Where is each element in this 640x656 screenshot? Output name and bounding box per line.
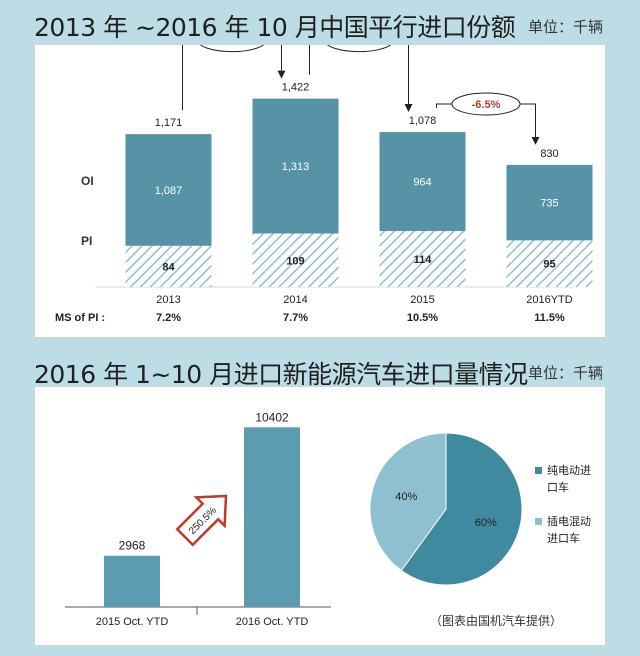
- oi-axis-label: OI: [81, 174, 94, 188]
- change-label: +21.4%: [213, 45, 251, 48]
- pi-value-label: 109: [286, 255, 304, 267]
- change-label: -6.5%: [472, 99, 501, 111]
- nev-value-label: 10402: [255, 410, 289, 424]
- section2-unit: 单位：千辆: [528, 364, 604, 382]
- section2-title: 2016 年 1~10 月进口新能源汽车进口量情况: [34, 360, 528, 389]
- nev-import-chart: 2968 2015 Oct. YTD 10402 2016 Oct. YTD 250.…: [65, 410, 591, 628]
- pi-axis-label: PI: [81, 234, 92, 248]
- category-label: 2014: [283, 294, 307, 306]
- total-value-label: 830: [540, 148, 558, 160]
- total-value-label: 1,078: [409, 115, 437, 127]
- section1-unit: 单位：千辆: [528, 18, 604, 36]
- pie-slice-label: 40%: [395, 491, 417, 503]
- change-label: -24.2%: [342, 45, 377, 48]
- category-label: 2013: [156, 294, 180, 306]
- chart1-panel: OI PI MS of PI : 1,087 84 1,171 2013 7.2% 1,3…: [34, 29, 606, 338]
- oi-bar: [252, 98, 339, 234]
- ms-label: MS of PI :: [55, 312, 105, 324]
- growth-arrow: 250.5%: [175, 494, 228, 547]
- legend-swatch: [535, 518, 542, 525]
- ms-value-label: 7.7%: [283, 312, 308, 324]
- ms-value-label: 11.5%: [534, 312, 565, 324]
- legend-label: 插电混动: [547, 514, 591, 528]
- oi-bar: [506, 164, 593, 241]
- legend-label: 进口车: [547, 531, 580, 545]
- chart2-panel: 2968 2015 Oct. YTD 10402 2016 Oct. YTD 250.…: [34, 386, 606, 646]
- nev-category-label: 2016 Oct. YTD: [236, 616, 309, 628]
- pi-value-label: 95: [543, 259, 555, 271]
- oi-value-label: 735: [540, 198, 558, 210]
- category-label: 2015: [410, 294, 434, 306]
- source-note: （图表由国机汽车提供）: [430, 613, 562, 628]
- total-value-label: 1,171: [155, 117, 183, 129]
- ms-value-label: 10.5%: [407, 312, 438, 324]
- total-value-label: 1,422: [282, 82, 310, 94]
- section1-title: 2013 年 ~2016 年 10 月中国平行进口份额: [34, 13, 516, 42]
- pie-slice: [369, 432, 447, 572]
- oi-value-label: 964: [413, 177, 431, 189]
- oi-value-label: 1,087: [155, 185, 183, 197]
- nev-bar: [104, 555, 160, 607]
- legend-swatch: [535, 467, 542, 474]
- oi-value-label: 1,313: [282, 161, 310, 173]
- pie-slice: [400, 432, 523, 586]
- oi-bar: [125, 134, 212, 246]
- nev-category-label: 2015 Oct. YTD: [96, 616, 169, 628]
- nev-bar: [244, 427, 300, 607]
- oi-bar: [379, 132, 466, 232]
- change-bubble: [451, 92, 521, 116]
- nev-value-label: 2968: [119, 539, 146, 553]
- legend-label: 纯电动进: [547, 464, 591, 477]
- pi-bar: [125, 245, 212, 287]
- pi-bar: [379, 231, 466, 287]
- category-label: 2016YTD: [526, 294, 573, 306]
- pi-bar: [506, 240, 593, 287]
- pie-slice-label: 60%: [475, 517, 497, 529]
- pi-bar: [252, 233, 339, 287]
- legend-label: 口车: [547, 480, 569, 494]
- pi-share-chart: OI PI MS of PI : 1,087 84 1,171 2013 7.2% 1,3…: [55, 29, 593, 324]
- pi-value-label: 84: [162, 261, 175, 273]
- ms-value-label: 7.2%: [156, 312, 181, 324]
- pi-value-label: 114: [414, 254, 433, 266]
- change-connector: [309, 40, 413, 113]
